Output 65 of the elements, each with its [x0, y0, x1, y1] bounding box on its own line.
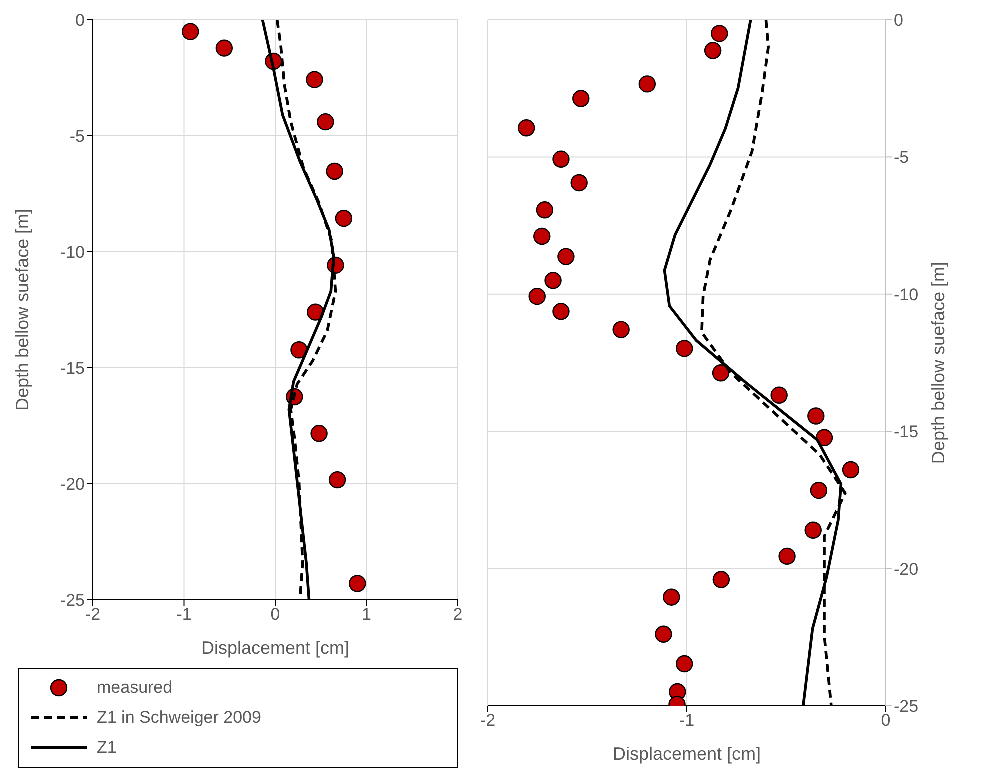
y-tick-label: -10 [60, 243, 85, 262]
legend-label: Z1 in Schweiger 2009 [97, 708, 262, 728]
point [536, 202, 554, 219]
point [570, 174, 588, 192]
point [778, 548, 796, 566]
x-tick-label: 0 [270, 605, 280, 624]
point [326, 162, 344, 180]
y-axis-title: Depth bellow sueface [m] [928, 262, 948, 464]
point [290, 342, 308, 359]
x-axis-title: Displacement [cm] [612, 744, 762, 764]
point [335, 210, 353, 228]
point [712, 571, 730, 588]
y-tick-label: -25 [894, 697, 919, 716]
point [328, 471, 346, 489]
point [842, 461, 860, 479]
point [528, 288, 546, 306]
y-tick-label: 0 [76, 11, 85, 30]
point [655, 626, 672, 643]
y-axis-title: Depth bellow sueface [m] [12, 208, 32, 412]
point [663, 588, 680, 606]
point [638, 76, 656, 93]
legend-label: Z1 [97, 738, 117, 758]
x-tick-label: 2 [453, 605, 463, 624]
point [572, 90, 590, 108]
point [711, 25, 728, 42]
y-tick-label: -20 [60, 475, 85, 494]
y-tick-label: -15 [894, 422, 919, 442]
x-tick-label: -2 [85, 605, 101, 624]
y-tick-label: -5 [894, 148, 910, 168]
point [317, 113, 334, 131]
point [182, 23, 200, 40]
x-tick-label: -2 [480, 711, 496, 730]
point [310, 425, 328, 442]
point [518, 120, 536, 137]
y-tick-label: -5 [70, 127, 85, 146]
point [306, 71, 324, 88]
point [558, 248, 575, 266]
x-axis-title: Displacement [cm] [201, 638, 350, 658]
x-tick-label: -1 [176, 605, 192, 624]
y-tick-label: -15 [60, 359, 85, 378]
y-tick-label: -20 [894, 560, 919, 579]
point [534, 228, 551, 246]
point [804, 522, 822, 539]
point [676, 655, 694, 673]
point [216, 40, 233, 57]
point [349, 575, 366, 592]
point [770, 386, 788, 404]
x-tick-label: -1 [679, 711, 695, 730]
point [676, 340, 694, 358]
point [307, 304, 324, 321]
point [544, 272, 562, 290]
point [704, 42, 722, 60]
point [552, 150, 570, 168]
x-tick-label: 1 [362, 605, 372, 624]
point [552, 303, 570, 320]
legend-label: measured [97, 678, 173, 698]
y-tick-label: -25 [60, 591, 85, 610]
y-tick-label: 0 [894, 11, 904, 30]
point [808, 408, 825, 425]
point [810, 482, 828, 500]
point [712, 364, 730, 382]
point [612, 321, 630, 338]
x-tick-label: 0 [881, 711, 891, 730]
point [816, 429, 834, 447]
y-tick-label: -10 [894, 285, 919, 304]
